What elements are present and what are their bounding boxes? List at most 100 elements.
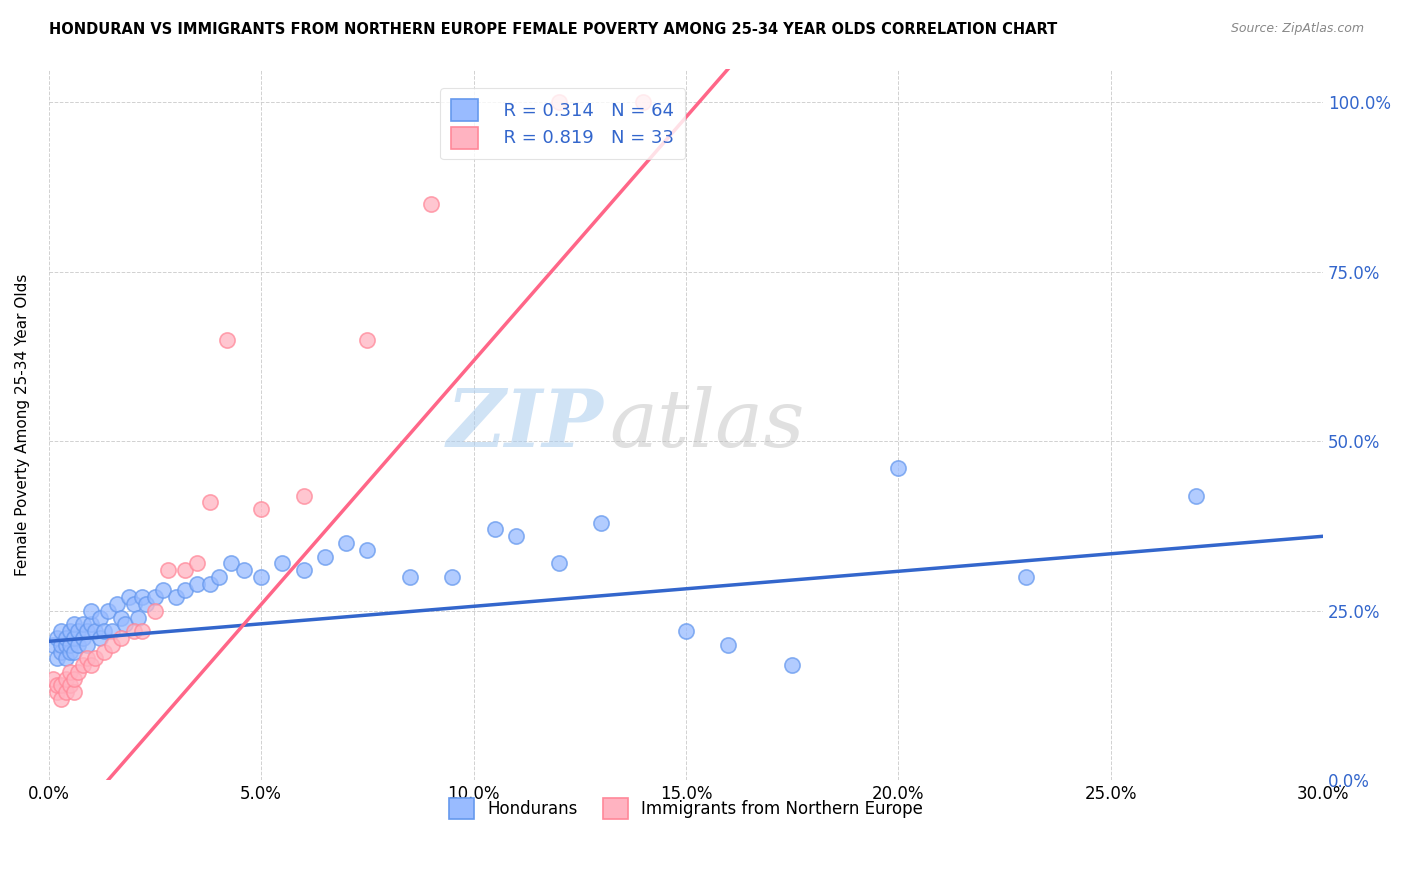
Point [59,678,82,692]
Point [356,333,378,347]
Point [221,557,243,571]
Point [63,617,86,632]
Point [398,570,420,584]
Point [152,583,174,598]
Point [84,651,107,665]
Point [271,557,294,571]
Point [63,685,86,699]
Point [441,570,464,584]
Text: Source: ZipAtlas.com: Source: ZipAtlas.com [1230,22,1364,36]
Point [51,692,73,706]
Point [143,604,166,618]
Point [80,658,103,673]
Point [55,685,77,699]
Point [484,523,506,537]
Point [63,644,86,658]
Point [156,563,179,577]
Point [131,591,153,605]
Point [780,658,803,673]
Point [589,516,612,530]
Point [250,502,273,516]
Point [93,624,115,639]
Text: atlas: atlas [609,385,804,463]
Point [59,638,82,652]
Point [80,604,103,618]
Point [633,95,655,110]
Y-axis label: Female Poverty Among 25-34 Year Olds: Female Poverty Among 25-34 Year Olds [15,273,30,575]
Point [89,631,111,645]
Point [114,617,136,632]
Point [51,644,73,658]
Point [67,624,90,639]
Point [67,665,90,679]
Point [131,624,153,639]
Point [1015,570,1038,584]
Point [335,536,357,550]
Point [46,651,69,665]
Point [46,678,69,692]
Point [356,542,378,557]
Point [89,610,111,624]
Point [110,631,132,645]
Point [250,570,273,584]
Point [505,529,527,543]
Text: HONDURAN VS IMMIGRANTS FROM NORTHERN EUROPE FEMALE POVERTY AMONG 25-34 YEAR OLDS: HONDURAN VS IMMIGRANTS FROM NORTHERN EUR… [49,22,1057,37]
Point [101,624,124,639]
Point [97,604,120,618]
Point [292,563,315,577]
Point [198,576,221,591]
Point [110,610,132,624]
Point [63,631,86,645]
Point [173,583,195,598]
Point [76,651,98,665]
Point [122,597,145,611]
Point [675,624,697,639]
Point [59,644,82,658]
Point [84,624,107,639]
Point [46,685,69,699]
Point [51,638,73,652]
Point [165,591,187,605]
Text: ZIP: ZIP [446,385,603,463]
Point [59,624,82,639]
Point [101,638,124,652]
Point [76,624,98,639]
Point [233,563,256,577]
Point [42,638,65,652]
Point [59,665,82,679]
Point [127,610,149,624]
Point [105,597,128,611]
Point [67,638,90,652]
Point [72,631,94,645]
Point [80,617,103,632]
Point [72,658,94,673]
Point [887,461,910,475]
Point [51,678,73,692]
Point [51,624,73,639]
Point [420,197,443,211]
Point [198,495,221,509]
Point [55,638,77,652]
Point [55,651,77,665]
Point [217,333,239,347]
Point [76,638,98,652]
Point [143,591,166,605]
Point [118,591,141,605]
Point [292,489,315,503]
Point [122,624,145,639]
Point [314,549,336,564]
Point [55,631,77,645]
Point [93,644,115,658]
Point [42,672,65,686]
Point [173,563,195,577]
Point [717,638,740,652]
Point [72,617,94,632]
Point [186,576,208,591]
Point [46,631,69,645]
Legend: Hondurans, Immigrants from Northern Europe: Hondurans, Immigrants from Northern Euro… [443,792,929,825]
Point [547,557,569,571]
Point [135,597,157,611]
Point [55,672,77,686]
Point [1184,489,1206,503]
Point [208,570,231,584]
